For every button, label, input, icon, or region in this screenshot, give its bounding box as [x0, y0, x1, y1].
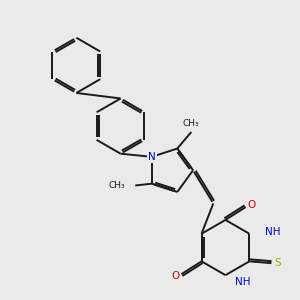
Text: O: O	[247, 200, 255, 210]
Text: NH: NH	[235, 277, 250, 287]
Text: S: S	[275, 258, 281, 268]
Text: CH₃: CH₃	[183, 119, 200, 128]
Text: NH: NH	[265, 227, 280, 237]
Text: N: N	[148, 152, 156, 162]
Text: O: O	[172, 271, 180, 281]
Text: CH₃: CH₃	[108, 181, 125, 190]
